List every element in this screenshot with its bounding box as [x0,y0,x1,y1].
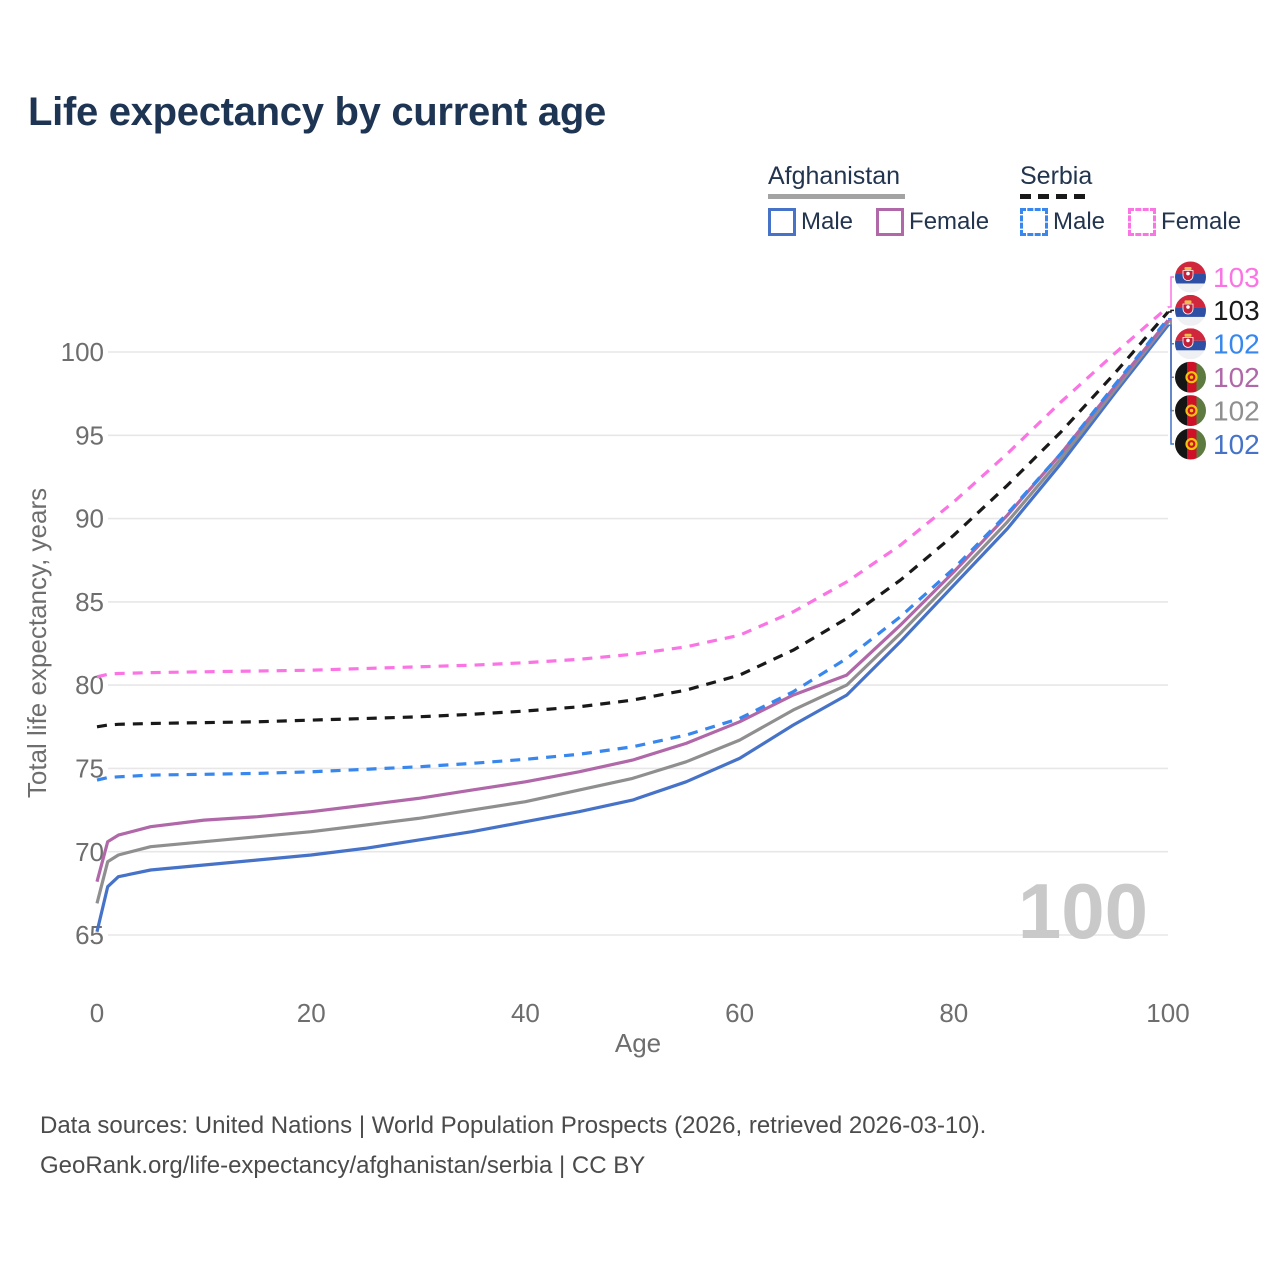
y-axis-title: Total life expectancy, years [22,488,52,798]
series-line-serbia-total [96,310,1170,729]
serbia-flag-icon [1175,295,1206,326]
legend-toggle-afghanistan-female[interactable]: Female [876,208,989,236]
series-line-afghanistan-male [95,324,1170,933]
x-tick-label-40: 40 [511,998,540,1028]
series-line-afghanistan-total [95,321,1170,904]
footer: Data sources: United Nations | World Pop… [40,1106,986,1186]
legend-toggle-afghanistan-male[interactable]: Male [768,208,853,236]
y-tick-label-100: 100 [61,337,104,367]
x-tick-label-20: 20 [297,998,326,1028]
afghanistan-flag-icon [1175,395,1206,426]
afghanistan-flag-icon [1175,429,1206,460]
legend-toggle-serbia-female[interactable]: Female [1128,208,1241,236]
end-label-value-serbia-total: 103 [1213,295,1260,326]
serbia-flag-icon [1175,328,1206,359]
legend-checkbox-afghanistan-female[interactable] [876,208,905,236]
legend-group-afghanistan: Afghanistan Male Female [768,162,989,236]
series-line-afghanistan-female [95,319,1170,883]
serbia-flag-icon [1175,262,1206,293]
footer-sources: Data sources: United Nations | World Pop… [40,1112,987,1139]
footer-attribution: GeoRank.org/life-expectancy/afghanistan/… [40,1152,646,1179]
age-watermark: 100 [1018,867,1148,955]
x-tick-label-100: 100 [1146,998,1189,1028]
legend-label: Female [1161,208,1242,235]
legend-label: Male [1053,208,1106,235]
x-tick-label-60: 60 [725,998,754,1028]
end-label-value-afghanistan-female: 102 [1213,362,1260,393]
legend-checkbox-serbia-male[interactable] [1020,208,1048,236]
end-label-value-afghanistan-total: 102 [1213,395,1260,426]
y-tick-label-70: 70 [75,837,104,867]
end-label-connector-afghanistan-male [1168,324,1174,445]
end-label-value-afghanistan-male: 102 [1213,429,1260,460]
series-line-serbia-female [96,305,1170,679]
legend-country-serbia: Serbia [1020,162,1093,190]
x-axis-title: Age [615,1028,661,1058]
x-tick-label-0: 0 [90,998,104,1028]
legend-label: Female [909,208,990,235]
page-title: Life expectancy by current age [28,90,606,134]
legend-label: Male [801,208,854,235]
x-tick-label-80: 80 [939,998,968,1028]
y-tick-label-95: 95 [75,420,104,450]
legend-checkbox-serbia-female[interactable] [1128,208,1157,236]
legend-group-serbia: Serbia Male Female [1020,162,1241,236]
legend-country-afghanistan: Afghanistan [768,162,901,190]
end-label-value-serbia-male: 102 [1213,329,1260,360]
end-label-value-serbia-female: 103 [1213,262,1260,293]
y-tick-label-90: 90 [75,504,104,534]
legend-toggle-serbia-male[interactable]: Male [1020,208,1105,236]
legend-swatch-afghanistan-line [768,194,905,199]
afghanistan-flag-icon [1175,362,1206,393]
legend-checkbox-afghanistan-male[interactable] [768,208,796,236]
series-line-serbia-male [96,317,1170,782]
y-tick-label-85: 85 [75,587,104,617]
legend-swatch-serbia-line [1020,194,1092,199]
end-label-connector-serbia-female [1168,276,1174,308]
end-label-connector-serbia-total [1168,309,1174,313]
